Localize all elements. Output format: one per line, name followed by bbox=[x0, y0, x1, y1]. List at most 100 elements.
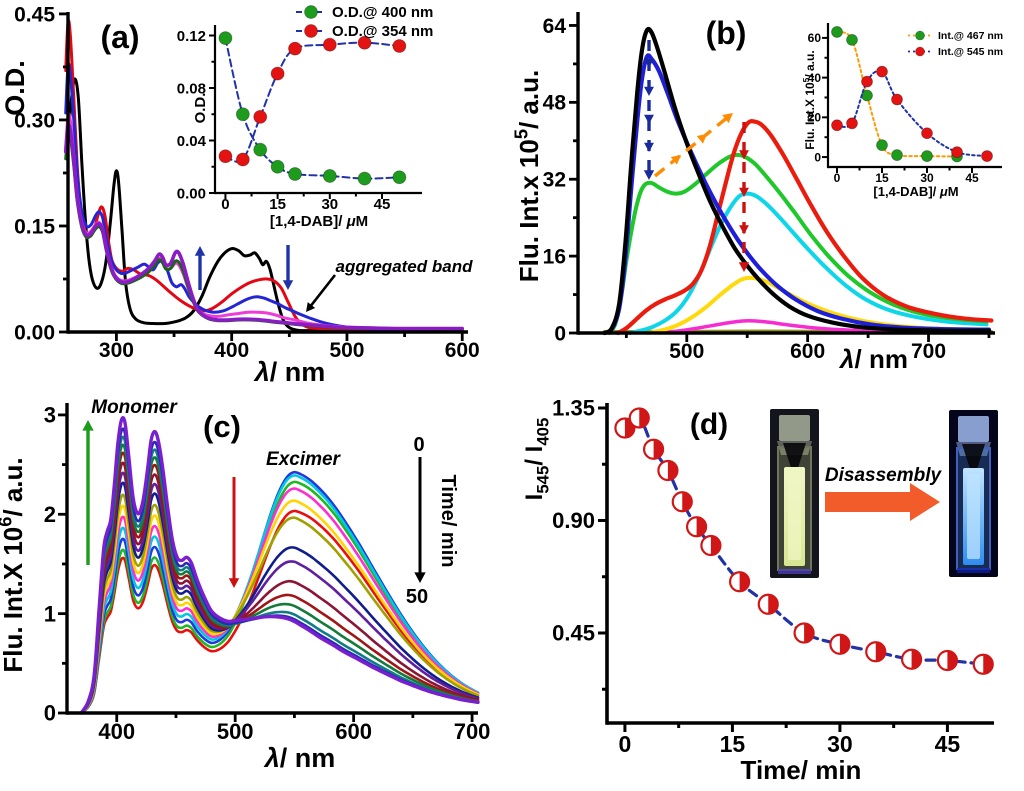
time-start-label: 0 bbox=[413, 434, 424, 456]
svg-text:600: 600 bbox=[445, 339, 480, 362]
a-y-title: O.D. bbox=[0, 60, 30, 116]
c-series-t3-cyan bbox=[79, 474, 480, 715]
svg-text:0.08: 0.08 bbox=[177, 80, 206, 97]
b-series-black bbox=[602, 26, 992, 336]
svg-text:500: 500 bbox=[669, 340, 704, 363]
c-series-t8-purple bbox=[79, 471, 480, 715]
svg-text:0.04: 0.04 bbox=[177, 133, 207, 150]
svg-text:500: 500 bbox=[329, 339, 364, 362]
legend-item: Int.@ 545 nm bbox=[938, 46, 1003, 58]
svg-text:0.45: 0.45 bbox=[552, 621, 595, 646]
c-series-t14-violet bbox=[79, 416, 480, 715]
b-series-yellow bbox=[646, 275, 991, 335]
a-inset-x-title: [1,4-DAB]/ μM bbox=[270, 213, 368, 230]
svg-text:1: 1 bbox=[44, 601, 56, 626]
time-end-label: 50 bbox=[406, 586, 428, 608]
svg-text:0.00: 0.00 bbox=[177, 185, 206, 202]
svg-text:30: 30 bbox=[920, 171, 934, 185]
d-y-title: I545/ I405 bbox=[521, 418, 553, 501]
panel-d-label: (d) bbox=[690, 408, 728, 441]
c-series-t9-wine bbox=[79, 461, 480, 715]
monomer-annotation: Monomer bbox=[91, 397, 178, 418]
svg-text:3: 3 bbox=[44, 403, 56, 428]
svg-text:30: 30 bbox=[827, 731, 853, 757]
a-series-blue bbox=[64, 62, 464, 331]
svg-text:0: 0 bbox=[221, 196, 229, 213]
disassembly-arrow bbox=[825, 483, 940, 521]
svg-text:45: 45 bbox=[965, 171, 979, 185]
svg-text:20: 20 bbox=[808, 111, 822, 125]
blue-emission-cuvette bbox=[949, 410, 998, 577]
c-series-t5-yellow bbox=[79, 499, 480, 715]
svg-text:0.15: 0.15 bbox=[14, 215, 55, 238]
svg-text:600: 600 bbox=[335, 719, 372, 744]
svg-text:0.45: 0.45 bbox=[14, 3, 55, 26]
c-series-t7-navy bbox=[79, 481, 480, 715]
svg-text:15: 15 bbox=[720, 731, 746, 757]
svg-text:0: 0 bbox=[554, 322, 566, 345]
a-series-purple bbox=[63, 123, 464, 331]
b-inset-y-title: Flu. Int.X 105/ a.u. bbox=[801, 50, 817, 149]
a-inset-y-title: O.D. bbox=[192, 93, 209, 124]
svg-text:60: 60 bbox=[808, 31, 822, 45]
b-inset-series-int-545nm bbox=[836, 69, 988, 158]
svg-text:2: 2 bbox=[44, 502, 56, 527]
b-x-title: λ/ nm bbox=[838, 344, 908, 374]
panel-c-label: (c) bbox=[203, 409, 241, 444]
b-series-cyan bbox=[628, 191, 989, 335]
b-y-title: Flu. Int.x 105/ a.u. bbox=[512, 70, 544, 282]
c-x-title: λ/ nm bbox=[263, 743, 336, 773]
b-series-green bbox=[607, 152, 989, 335]
group-b-inset: 0 15 30 45 0 20 40 60 Int.@ 467 nm Int.@ 545 nm bbox=[808, 23, 1003, 185]
svg-text:600: 600 bbox=[790, 340, 825, 363]
group-a-inset: 0 15 30 45 0.00 0.04 0.08 0.12 O.D.@ 400 nm O.D.@… bbox=[177, 4, 434, 213]
svg-text:48: 48 bbox=[543, 92, 567, 115]
c-series-t6-olive bbox=[79, 493, 480, 715]
svg-text:1.35: 1.35 bbox=[552, 396, 595, 421]
c-series-t4-magenta bbox=[79, 487, 480, 715]
svg-text:0: 0 bbox=[619, 731, 632, 757]
svg-text:45: 45 bbox=[374, 196, 391, 213]
svg-text:700: 700 bbox=[454, 719, 491, 744]
svg-text:30: 30 bbox=[321, 196, 338, 213]
svg-text:700: 700 bbox=[911, 340, 946, 363]
svg-text:15: 15 bbox=[269, 196, 286, 213]
legend-item: O.D.@ 400 nm bbox=[332, 4, 433, 21]
legend-item: O.D.@ 354 nm bbox=[332, 23, 433, 40]
svg-text:32: 32 bbox=[543, 169, 566, 192]
group-d: 0 15 30 45 0.45 0.90 1.35 (d) I545/ I405 Time/ mi… bbox=[521, 396, 994, 785]
svg-text:400: 400 bbox=[214, 339, 249, 362]
svg-text:0.00: 0.00 bbox=[14, 321, 55, 344]
svg-text:40: 40 bbox=[808, 71, 822, 85]
excimer-annotation: Excimer bbox=[266, 449, 342, 470]
svg-text:15: 15 bbox=[875, 171, 889, 185]
d-x-title: Time/ min bbox=[741, 755, 862, 785]
svg-text:64: 64 bbox=[543, 15, 567, 38]
svg-text:0: 0 bbox=[834, 171, 841, 185]
aggregated-band-annotation: aggregated band bbox=[336, 257, 474, 276]
svg-text:500: 500 bbox=[217, 719, 254, 744]
c-y-title: Flu. Int.X 106/ a.u. bbox=[0, 457, 28, 672]
panel-d-ratio-kinetics-chart: 0 15 30 45 0.45 0.90 1.35 (d) I545/ I405 Time/ mi… bbox=[521, 396, 998, 785]
svg-text:0: 0 bbox=[44, 701, 56, 726]
svg-text:0: 0 bbox=[814, 150, 821, 164]
svg-text:45: 45 bbox=[935, 731, 961, 757]
a-x-title: λ/ nm bbox=[253, 357, 326, 387]
svg-text:16: 16 bbox=[543, 245, 566, 268]
panel-b-label: (b) bbox=[706, 15, 747, 51]
time-axis-label: Time/ min bbox=[437, 475, 459, 568]
svg-text:400: 400 bbox=[98, 719, 135, 744]
legend-item: Int.@ 467 nm bbox=[938, 30, 1003, 42]
disassembly-annotation: Disassembly bbox=[825, 465, 943, 486]
panel-a-label: (a) bbox=[100, 19, 139, 55]
yellow-emission-cuvette bbox=[770, 409, 819, 578]
a-inset-series-od-354nm bbox=[224, 41, 401, 163]
a-inset-series-od-400nm bbox=[224, 37, 401, 180]
